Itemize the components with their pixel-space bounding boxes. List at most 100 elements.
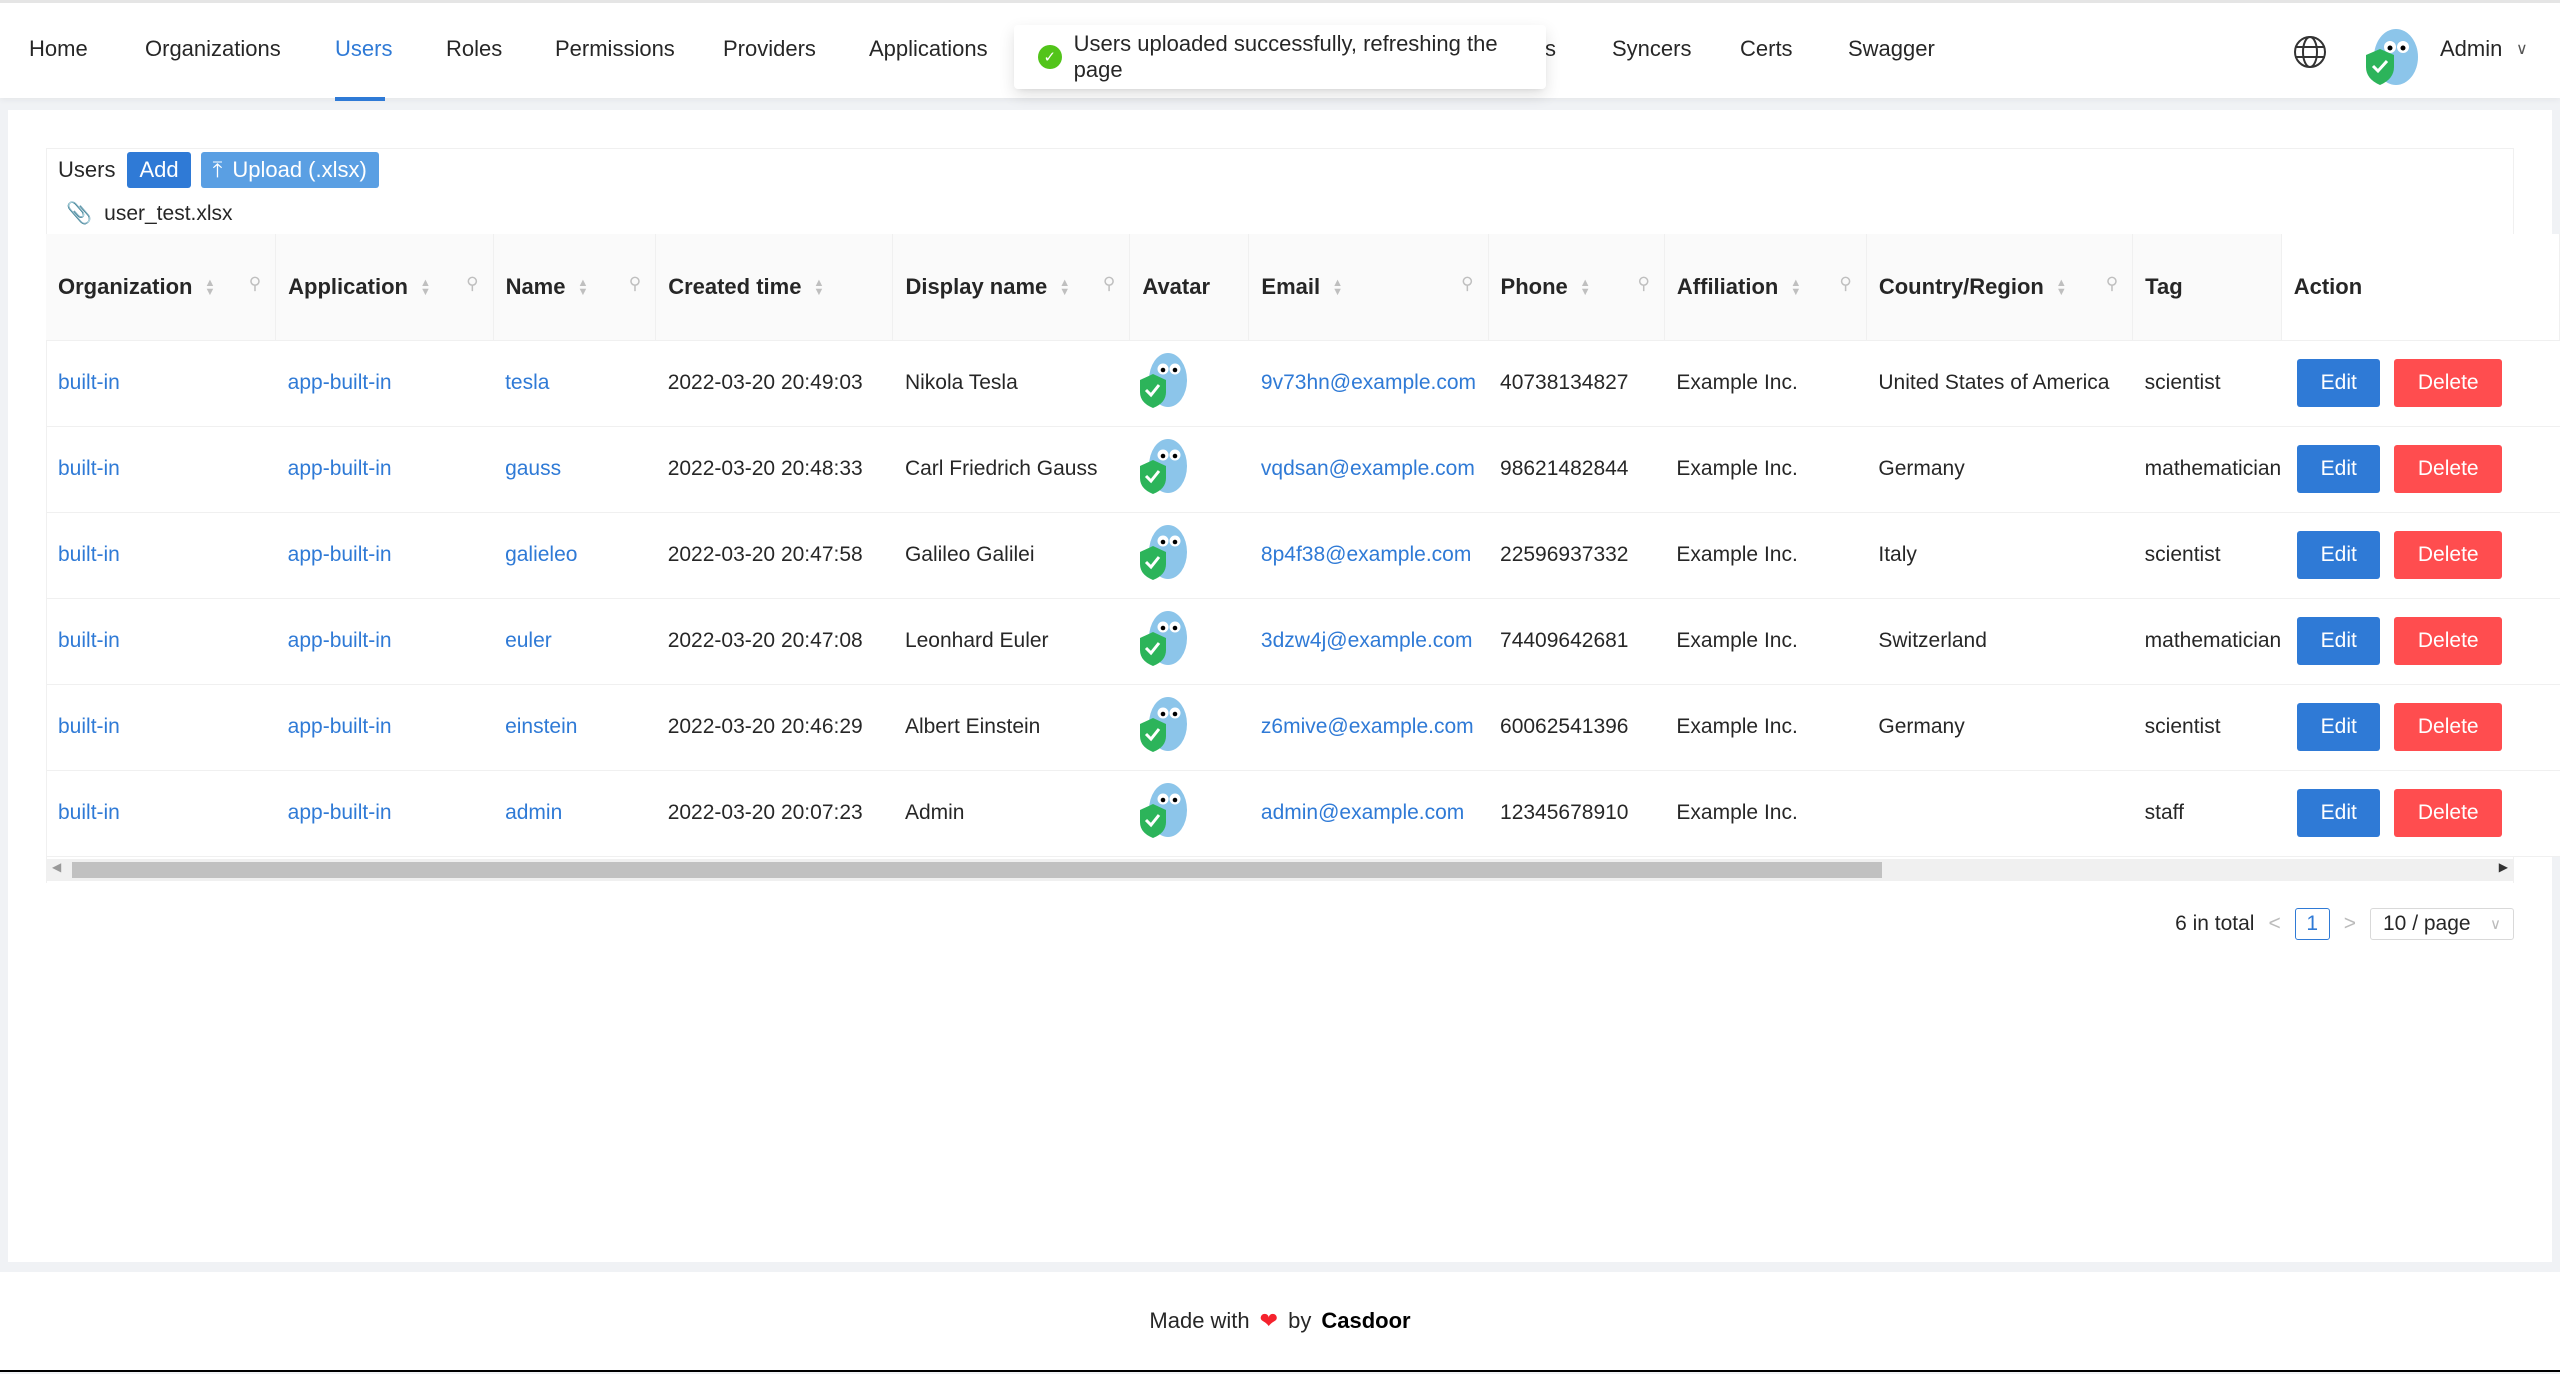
application-link[interactable]: app-built-in (275, 340, 494, 427)
delete-button[interactable]: Delete (2394, 445, 2503, 493)
sort-icon[interactable]: ▲ ▼ (813, 276, 825, 298)
user-name-link[interactable]: galieleo (493, 512, 656, 599)
user-name-link[interactable]: euler (493, 598, 656, 685)
sort-icon[interactable]: ▲ ▼ (1332, 276, 1343, 298)
edit-button[interactable]: Edit (2297, 703, 2381, 751)
email-link[interactable]: vqdsan@example.com (1248, 426, 1489, 513)
uploaded-file[interactable]: 📎 user_test.xlsx (66, 202, 233, 226)
avatar[interactable] (1138, 697, 1188, 757)
search-icon[interactable]: ⚲ (1461, 274, 1474, 293)
table-title: Users (58, 157, 116, 182)
column-header-created-time[interactable]: Created time ▲ ▼ (655, 234, 894, 341)
search-icon[interactable]: ⚲ (466, 274, 479, 293)
application-link[interactable]: app-built-in (275, 426, 494, 513)
footer-brand[interactable]: Casdoor (1321, 1308, 1411, 1333)
avatar[interactable] (1138, 525, 1188, 585)
nav-item-syncers[interactable]: Syncers (1612, 36, 1692, 61)
user-name-link[interactable]: admin (493, 770, 656, 857)
search-icon[interactable]: ⚲ (1637, 274, 1650, 293)
application-link[interactable]: app-built-in (275, 512, 494, 599)
delete-button[interactable]: Delete (2394, 703, 2503, 751)
sort-icon[interactable]: ▲ ▼ (419, 276, 431, 298)
scrollbar-thumb[interactable] (72, 862, 1882, 878)
email-link[interactable]: 9v73hn@example.com (1248, 340, 1489, 427)
sort-icon[interactable]: ▲ ▼ (2055, 276, 2067, 298)
column-label: Display name (905, 273, 1048, 299)
avatar[interactable] (1138, 611, 1188, 671)
column-label: Phone (1500, 273, 1568, 299)
nav-item-swagger[interactable]: Swagger (1848, 36, 1935, 61)
footer: Made with ❤ by Casdoor (0, 1272, 2560, 1372)
edit-button[interactable]: Edit (2297, 531, 2381, 579)
organization-link[interactable]: built-in (46, 598, 276, 685)
affiliation: Example Inc. (1664, 426, 1867, 513)
avatar[interactable] (1138, 439, 1188, 499)
organization-link[interactable]: built-in (46, 340, 276, 427)
next-page-icon[interactable]: > (2343, 912, 2356, 935)
scroll-left-arrow-icon[interactable]: ◀ (52, 860, 62, 874)
search-icon[interactable]: ⚲ (248, 274, 262, 293)
user-name-link[interactable]: tesla (493, 340, 656, 427)
avatar[interactable] (1138, 353, 1188, 413)
column-header-application[interactable]: Application ▲ ▼ ⚲ (275, 234, 494, 341)
user-avatar[interactable] (2362, 25, 2420, 85)
organization-link[interactable]: built-in (46, 426, 276, 513)
sort-icon[interactable]: ▲ ▼ (577, 276, 589, 298)
application-link[interactable]: app-built-in (275, 598, 494, 685)
user-menu-name[interactable]: Admin (2440, 36, 2503, 61)
delete-button[interactable]: Delete (2394, 617, 2503, 665)
sort-icon[interactable]: ▲ ▼ (1579, 276, 1591, 298)
column-header-name[interactable]: Name ▲ ▼ ⚲ (493, 234, 657, 341)
email-link[interactable]: admin@example.com (1248, 770, 1489, 857)
column-header-country-region[interactable]: Country/Region ▲ ▼ ⚲ (1866, 234, 2134, 341)
upload-xlsx-button[interactable]: ⤒ Upload (.xlsx) (200, 152, 379, 188)
avatar[interactable] (1138, 783, 1188, 843)
nav-item-certs[interactable]: Certs (1740, 36, 1793, 61)
organization-link[interactable]: built-in (46, 770, 276, 857)
nav-item-s[interactable]: s (1545, 36, 1556, 61)
chevron-down-icon[interactable]: ∨ (2516, 41, 2528, 58)
nav-item-providers[interactable]: Providers (723, 36, 816, 61)
scroll-right-arrow-icon[interactable]: ▶ (2498, 860, 2508, 874)
application-link[interactable]: app-built-in (275, 770, 494, 857)
column-header-organization[interactable]: Organization ▲ ▼ ⚲ (46, 234, 277, 341)
search-icon[interactable]: ⚲ (1839, 274, 1852, 293)
edit-button[interactable]: Edit (2297, 445, 2381, 493)
nav-item-users[interactable]: Users (335, 36, 393, 61)
delete-button[interactable]: Delete (2394, 789, 2503, 837)
user-name-link[interactable]: gauss (493, 426, 656, 513)
search-icon[interactable]: ⚲ (2105, 274, 2119, 293)
page-size-select[interactable]: 10 / page ∨ (2370, 908, 2514, 940)
sort-icon[interactable]: ▲ ▼ (204, 276, 216, 298)
prev-page-icon[interactable]: < (2268, 912, 2281, 935)
edit-button[interactable]: Edit (2297, 789, 2381, 837)
organization-link[interactable]: built-in (46, 684, 276, 771)
delete-button[interactable]: Delete (2394, 359, 2503, 407)
sort-icon[interactable]: ▲ ▼ (1790, 276, 1802, 298)
nav-item-roles[interactable]: Roles (446, 36, 503, 61)
edit-button[interactable]: Edit (2297, 617, 2381, 665)
page-1[interactable]: 1 (2294, 908, 2330, 940)
column-header-phone[interactable]: Phone ▲ ▼ ⚲ (1488, 234, 1665, 341)
email-link[interactable]: 8p4f38@example.com (1248, 512, 1489, 599)
organization-link[interactable]: built-in (46, 512, 276, 599)
sort-icon[interactable]: ▲ ▼ (1059, 276, 1071, 298)
nav-item-organizations[interactable]: Organizations (145, 36, 281, 61)
search-icon[interactable]: ⚲ (1102, 274, 1116, 293)
application-link[interactable]: app-built-in (275, 684, 494, 771)
horizontal-scrollbar[interactable]: ◀ ▶ (46, 859, 2514, 881)
nav-item-applications[interactable]: Applications (869, 36, 988, 61)
column-header-display-name[interactable]: Display name ▲ ▼ ⚲ (892, 234, 1131, 341)
column-header-email[interactable]: Email ▲ ▼ ⚲ (1248, 234, 1489, 341)
email-link[interactable]: z6mive@example.com (1248, 684, 1489, 771)
search-icon[interactable]: ⚲ (628, 274, 642, 293)
column-header-affiliation[interactable]: Affiliation ▲ ▼ ⚲ (1664, 234, 1867, 341)
email-link[interactable]: 3dzw4j@example.com (1248, 598, 1489, 685)
edit-button[interactable]: Edit (2297, 359, 2381, 407)
delete-button[interactable]: Delete (2394, 531, 2503, 579)
nav-item-permissions[interactable]: Permissions (555, 36, 675, 61)
user-name-link[interactable]: einstein (493, 684, 656, 771)
nav-item-home[interactable]: Home (29, 36, 88, 61)
add-user-button[interactable]: Add (127, 152, 191, 188)
language-globe-icon[interactable] (2293, 35, 2327, 69)
